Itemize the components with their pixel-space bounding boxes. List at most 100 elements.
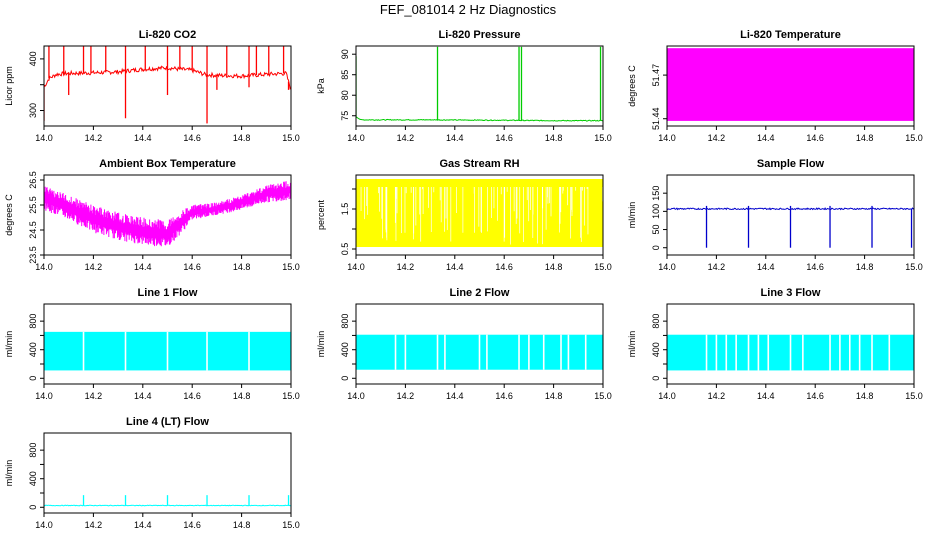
x-tick-label: 14.4: [757, 262, 775, 272]
plot-frame: [43, 432, 292, 514]
x-tick-label: 14.8: [856, 391, 874, 401]
x-tick-label: 14.6: [183, 133, 201, 143]
x-tick-label: 14.6: [183, 520, 201, 530]
chart-title: Line 3 Flow: [761, 287, 821, 299]
y-tick-label: 400: [28, 342, 38, 357]
y-tick-label: 100: [651, 204, 661, 219]
y-tick-label: 400: [651, 342, 661, 357]
x-tick-label: 14.2: [85, 133, 103, 143]
x-tick-label: 14.8: [545, 133, 563, 143]
page-title: FEF_081014 2 Hz Diagnostics: [379, 2, 557, 17]
x-tick-label: 14.0: [35, 262, 53, 272]
x-tick-label: 14.0: [347, 133, 365, 143]
y-tick-label: 80: [340, 90, 350, 100]
x-tick-label: 14.8: [545, 391, 563, 401]
x-tick-label: 15.0: [594, 391, 612, 401]
y-tick-label: 400: [28, 471, 38, 486]
y-axis-label: Licor ppm: [4, 66, 14, 106]
data-layer: [356, 179, 603, 247]
x-tick-label: 14.2: [85, 262, 103, 272]
chart-title: Sample Flow: [757, 158, 825, 170]
x-tick-label: 14.2: [397, 262, 415, 272]
x-tick-label: 15.0: [282, 133, 300, 143]
x-tick-label: 14.4: [446, 391, 464, 401]
plot-frame: [43, 45, 292, 127]
x-tick-label: 14.6: [183, 391, 201, 401]
x-tick-label: 15.0: [905, 133, 923, 143]
series-band: [44, 181, 291, 247]
x-tick-label: 14.0: [35, 520, 53, 530]
plot-frame: [666, 174, 915, 256]
y-tick-label: 51.44: [651, 107, 661, 130]
y-tick-label: 300: [28, 103, 38, 118]
chart-4: Ambient Box Temperature degrees C 14.0 14.2…: [4, 158, 300, 272]
y-axis-label: ml/min: [627, 331, 637, 358]
x-tick-label: 14.4: [757, 391, 775, 401]
data-layer: [44, 181, 291, 247]
x-tick-label: 14.2: [708, 391, 726, 401]
y-tick-label: 85: [340, 70, 350, 80]
x-tick-label: 14.6: [495, 391, 513, 401]
chart-title: Line 4 (LT) Flow: [126, 416, 209, 428]
x-tick-label: 14.8: [545, 262, 563, 272]
x-tick-label: 14.4: [134, 133, 152, 143]
y-tick-label: 51.47: [651, 64, 661, 87]
y-axis-label: ml/min: [627, 202, 637, 229]
y-tick-label: 50: [651, 225, 661, 235]
x-tick-label: 14.4: [446, 133, 464, 143]
y-axis-label: kPa: [316, 78, 326, 94]
x-tick-label: 14.6: [495, 133, 513, 143]
x-tick-label: 15.0: [905, 262, 923, 272]
data-layer: [44, 331, 291, 371]
y-tick-label: 150: [651, 186, 661, 201]
x-tick-label: 14.2: [85, 520, 103, 530]
data-layer: [667, 334, 914, 371]
data-layer: [667, 205, 914, 248]
y-tick-label: 800: [28, 314, 38, 329]
x-tick-label: 14.4: [134, 262, 152, 272]
x-tick-label: 14.8: [233, 520, 251, 530]
x-tick-label: 14.0: [35, 391, 53, 401]
y-tick-label: 75: [340, 111, 350, 121]
chart-title: Line 1 Flow: [138, 287, 198, 299]
x-tick-label: 14.6: [495, 262, 513, 272]
data-layer: [667, 48, 914, 121]
chart-10: Line 4 (LT) Flow ml/min 14.0 14.2 14.4 14.6 14…: [4, 416, 300, 530]
chart-title: Li-820 CO2: [139, 29, 196, 41]
chart-9: Line 3 Flow ml/min 14.0 14.2 14.4 14.6 14.8 15.…: [627, 287, 923, 401]
y-tick-label: 24.5: [28, 221, 38, 239]
x-tick-label: 14.0: [658, 391, 676, 401]
x-tick-label: 14.0: [658, 262, 676, 272]
x-tick-label: 14.0: [347, 391, 365, 401]
y-tick-label: 0: [28, 505, 38, 510]
y-tick-label: 1.5: [340, 203, 350, 216]
series-line: [356, 116, 603, 122]
data-layer: [356, 46, 603, 122]
x-tick-label: 14.4: [757, 133, 775, 143]
y-tick-label: 800: [651, 314, 661, 329]
x-tick-label: 14.0: [658, 133, 676, 143]
x-tick-label: 14.6: [806, 262, 824, 272]
x-tick-label: 14.0: [347, 262, 365, 272]
x-tick-label: 14.6: [806, 391, 824, 401]
x-tick-label: 14.4: [446, 262, 464, 272]
y-tick-label: 0: [340, 376, 350, 381]
y-tick-label: 800: [28, 443, 38, 458]
x-tick-label: 15.0: [282, 391, 300, 401]
x-tick-label: 15.0: [282, 262, 300, 272]
x-tick-label: 14.2: [708, 262, 726, 272]
chart-5: Gas Stream RH percent 14.0 14.2 14.4 14.6 14.8…: [316, 158, 612, 272]
plot-frame: [355, 45, 604, 127]
x-tick-label: 14.8: [233, 133, 251, 143]
data-layer: [44, 495, 291, 507]
series-area: [667, 48, 914, 121]
x-tick-label: 14.8: [233, 391, 251, 401]
plot-frame: [666, 45, 915, 127]
chart-8: Line 2 Flow ml/min 14.0 14.2 14.4 14.6 14.8 15.…: [316, 287, 612, 401]
y-tick-label: 0: [651, 245, 661, 250]
chart-2: Li-820 Pressure kPa 14.0 14.2 14.4 14.6 14.8 15…: [316, 29, 612, 143]
x-tick-label: 15.0: [905, 391, 923, 401]
x-tick-label: 14.8: [856, 133, 874, 143]
x-tick-label: 14.2: [397, 133, 415, 143]
plot-frame: [666, 303, 915, 385]
